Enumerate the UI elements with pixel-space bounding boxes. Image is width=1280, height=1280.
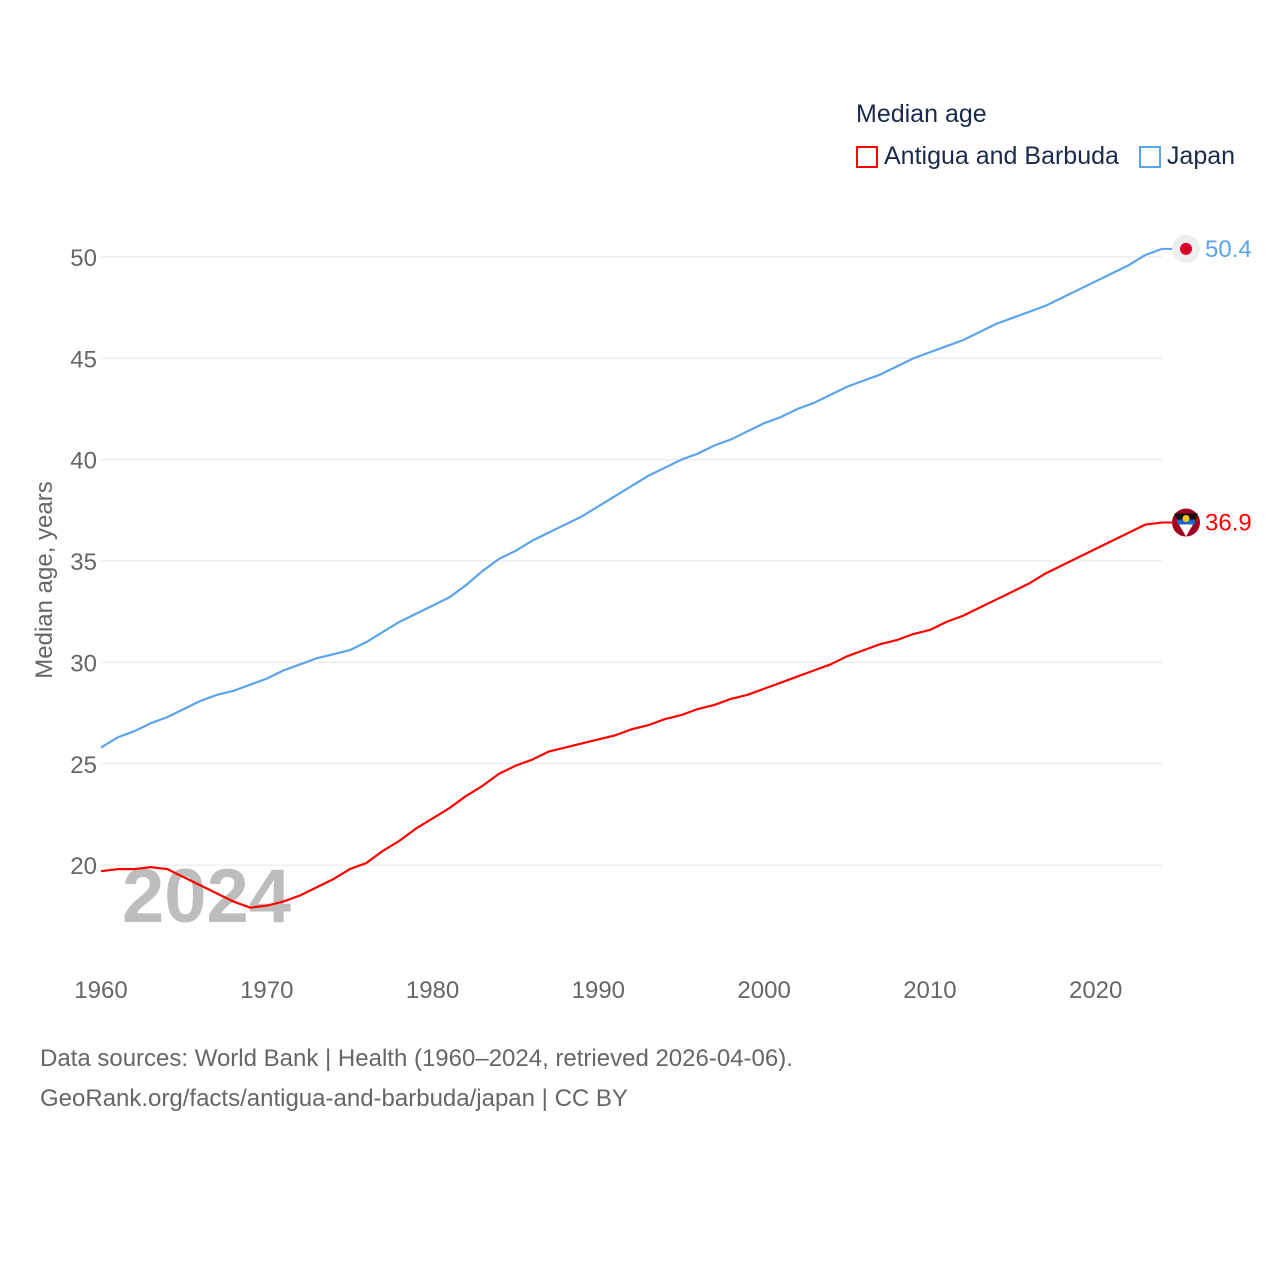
x-tick-label: 1980 xyxy=(406,977,459,1004)
japan-flag-sun xyxy=(1180,242,1192,255)
series-line-japan xyxy=(100,247,1163,749)
y-tick-label: 50 xyxy=(70,245,97,272)
legend-label: Japan xyxy=(1166,142,1236,170)
x-tick-label: 2000 xyxy=(737,977,790,1004)
source-line: Data sources: World Bank | Health (1960–… xyxy=(40,1045,793,1072)
end-value-label: 50.4 xyxy=(1205,236,1252,263)
legend-label: Antigua and Barbuda xyxy=(884,142,1119,170)
y-tick-label: 45 xyxy=(70,346,97,373)
end-value-label: 36.9 xyxy=(1205,510,1252,537)
y-tick-label: 20 xyxy=(70,853,97,880)
x-tick-label: 1990 xyxy=(572,977,625,1004)
legend-item-japan[interactable]: Japan xyxy=(1138,142,1236,171)
legend-swatch xyxy=(1138,145,1161,168)
y-tick-label: 25 xyxy=(70,752,97,779)
x-tick-label: 2020 xyxy=(1069,977,1122,1004)
x-tick-label: 2010 xyxy=(903,977,956,1004)
legend: Antigua and Barbuda Japan xyxy=(856,142,1247,171)
legend-item-antigua[interactable]: Antigua and Barbuda xyxy=(856,142,1119,171)
antigua-flag-sun xyxy=(1182,515,1190,523)
y-tick-label: 30 xyxy=(70,650,97,677)
y-tick-label: 40 xyxy=(70,448,97,475)
y-axis-label: Median age, years xyxy=(31,481,58,678)
legend-title: Median age xyxy=(856,100,987,128)
x-tick-label: 1970 xyxy=(240,977,293,1004)
y-tick-label: 35 xyxy=(70,549,97,576)
series-line-antigua xyxy=(100,521,1163,909)
source-link[interactable]: GeoRank.org/facts/antigua-and-barbuda/ja… xyxy=(40,1085,628,1112)
legend-swatch xyxy=(856,145,878,168)
x-tick-label: 1960 xyxy=(74,977,127,1004)
antigua-flag-white xyxy=(1179,524,1193,537)
